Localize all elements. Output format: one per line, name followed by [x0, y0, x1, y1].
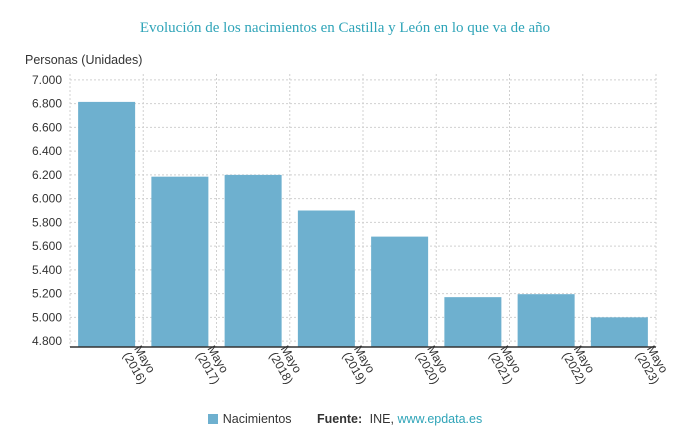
- y-tick-label: 6.400: [32, 144, 62, 158]
- source-label: Fuente:: [317, 412, 363, 426]
- y-tick-label: 6.200: [32, 168, 62, 182]
- x-tick-label: Mayo(2018): [267, 343, 305, 387]
- x-tick-labels: Mayo(2016) Mayo(2017) Mayo(2018) Mayo(2019)…: [120, 343, 671, 387]
- legend-swatch: [207, 414, 218, 424]
- x-tick-label: Mayo(2021): [486, 343, 524, 387]
- y-axis-label: Personas (Unidades): [25, 53, 142, 67]
- bar[interactable]: [151, 176, 209, 347]
- bar[interactable]: [590, 317, 648, 347]
- x-tick-label: Mayo(2023): [633, 343, 671, 387]
- y-tick-label: 6.600: [32, 120, 62, 134]
- y-tick-label: 5.200: [32, 287, 62, 301]
- bar-chart: Personas (Unidades) 4.800 5.000 5.200 5.400…: [25, 53, 671, 387]
- legend-label: Nacimientos: [222, 412, 292, 426]
- bar[interactable]: [78, 101, 136, 347]
- chart-title: Evolución de los nacimientos en Castilla…: [139, 20, 551, 36]
- y-tick-label: 6.000: [32, 192, 62, 206]
- x-tick-label: Mayo(2017): [193, 343, 231, 387]
- y-tick-labels: 4.800 5.000 5.200 5.400 5.600 5.800 6.000 6.200…: [32, 73, 62, 348]
- y-tick-label: 5.400: [32, 263, 62, 277]
- x-tick-label: Mayo(2019): [340, 343, 378, 387]
- bar[interactable]: [444, 297, 502, 347]
- source-name: INE,: [369, 412, 394, 426]
- source-link[interactable]: www.epdata.es: [397, 412, 483, 426]
- x-tick-label: Mayo(2022): [560, 343, 598, 387]
- y-tick-label: 5.600: [32, 239, 62, 253]
- bar[interactable]: [224, 174, 282, 347]
- x-tick-label: Mayo(2020): [413, 343, 451, 387]
- y-tick-label: 4.800: [32, 334, 62, 348]
- bar[interactable]: [517, 294, 575, 347]
- chart-footer: Nacimientos Fuente: INE, www.epdata.es: [0, 412, 690, 426]
- bar[interactable]: [297, 210, 355, 348]
- y-tick-label: 6.800: [32, 97, 62, 111]
- bars: [78, 101, 648, 348]
- y-tick-label: 5.800: [32, 215, 62, 229]
- grid-lines: [69, 74, 657, 347]
- y-tick-label: 5.000: [32, 310, 62, 324]
- y-tick-label: 7.000: [32, 73, 62, 87]
- x-tick-label: Mayo(2016): [120, 343, 158, 387]
- bar[interactable]: [371, 236, 429, 347]
